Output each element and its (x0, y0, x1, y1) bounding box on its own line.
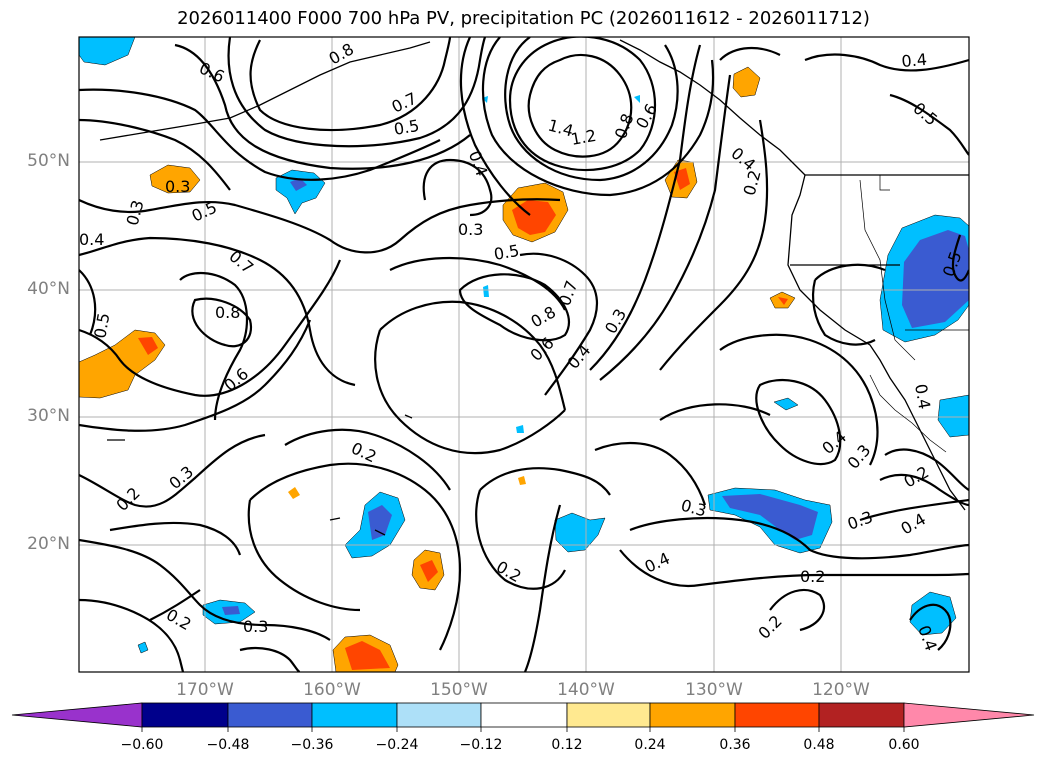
lon-label: 160°W (303, 680, 361, 700)
contour-label: 0.3 (165, 177, 190, 196)
contour-label: 0.5 (492, 241, 520, 264)
lon-label: 130°W (685, 680, 743, 700)
neg-precip-blob (275, 169, 326, 215)
contour-label: 1.2 (569, 126, 597, 149)
neg-precip-blob-strong (722, 494, 818, 540)
contour-label: 0.4 (79, 230, 104, 249)
lon-label: 140°W (557, 680, 615, 700)
neg-precip-blob-strong (368, 505, 392, 540)
colorbar-tick-label: −0.36 (290, 737, 334, 753)
pos-precip-blob-strong (138, 337, 158, 355)
contour-label: 0.3 (458, 220, 483, 239)
contour-label: 0.5 (90, 311, 113, 339)
neg-precip-blob (634, 95, 640, 103)
pos-precip-blob-strong (778, 297, 788, 305)
neg-precip-blob (516, 425, 524, 433)
lat-label: 30°N (27, 406, 70, 426)
colorbar-tick-label: −0.48 (206, 737, 250, 753)
colorbar-tick-label: 0.60 (888, 737, 920, 753)
colorbar-tick-label: −0.12 (459, 737, 503, 753)
pos-precip-blob (149, 164, 201, 194)
neg-precip-blob (554, 512, 606, 553)
lon-label: 170°W (176, 680, 234, 700)
pv-contours (79, 37, 969, 672)
lon-label: 120°W (812, 680, 870, 700)
contour-label: 0.5 (392, 116, 420, 139)
colorbar-bin (227, 702, 313, 728)
lat-label: 50°N (27, 151, 70, 171)
colorbar-tick-label: −0.24 (375, 737, 419, 753)
colorbar-tick-label: 0.24 (634, 737, 666, 753)
colorbar-bin (480, 702, 568, 728)
neg-precip-blob-strong (290, 178, 307, 191)
pos-precip-blob (732, 66, 761, 98)
colorbar-bin (818, 702, 905, 728)
neg-precip-blob (909, 591, 957, 636)
chart-title: 2026011400 F000 700 hPa PV, precipitatio… (177, 8, 870, 29)
colorbar-bin (141, 702, 229, 728)
neg-precip-blob (483, 285, 489, 297)
pos-precip-blob (288, 487, 300, 499)
pos-precip-blob-strong (420, 560, 438, 582)
map-frame (78, 36, 970, 673)
colorbar-bin (649, 702, 736, 728)
precip-anomaly-layer (79, 37, 969, 672)
colorbar-tick-label: 0.36 (719, 737, 751, 753)
pos-precip-blob-strong (674, 168, 690, 190)
neg-precip-blob (137, 641, 149, 654)
contour-label: 0.2 (800, 567, 825, 586)
graticule (79, 37, 969, 672)
contour-label: 0.4 (911, 382, 934, 410)
pos-precip-blob-strong (345, 641, 390, 670)
colorbar-extend-low (11, 702, 143, 728)
contour-label: 0.4 (901, 50, 928, 71)
contour-label: 0.3 (243, 617, 268, 636)
colorbar-bin (734, 702, 820, 728)
neg-precip-blob (773, 397, 799, 411)
lat-label: 20°N (27, 534, 70, 554)
map-background (79, 37, 969, 672)
colorbar-tick-label: 0.12 (551, 737, 583, 753)
colorbar-extend-high (903, 702, 1035, 728)
colorbar (11, 702, 1035, 732)
neg-precip-blob-strong (902, 230, 969, 328)
colorbar-bin (311, 702, 398, 728)
colorbar-bin (566, 702, 651, 728)
lon-label: 150°W (430, 680, 488, 700)
neg-precip-blob (79, 37, 136, 66)
lat-label: 40°N (27, 279, 70, 299)
colorbar-tick-label: 0.48 (803, 737, 835, 753)
colorbar-bin (396, 702, 482, 728)
coastlines (99, 39, 969, 536)
neg-precip-blob-strong (222, 606, 240, 615)
colorbar-tick-label: −0.60 (120, 737, 164, 753)
contour-label: 0.8 (215, 303, 240, 322)
pos-precip-blob (518, 476, 526, 485)
